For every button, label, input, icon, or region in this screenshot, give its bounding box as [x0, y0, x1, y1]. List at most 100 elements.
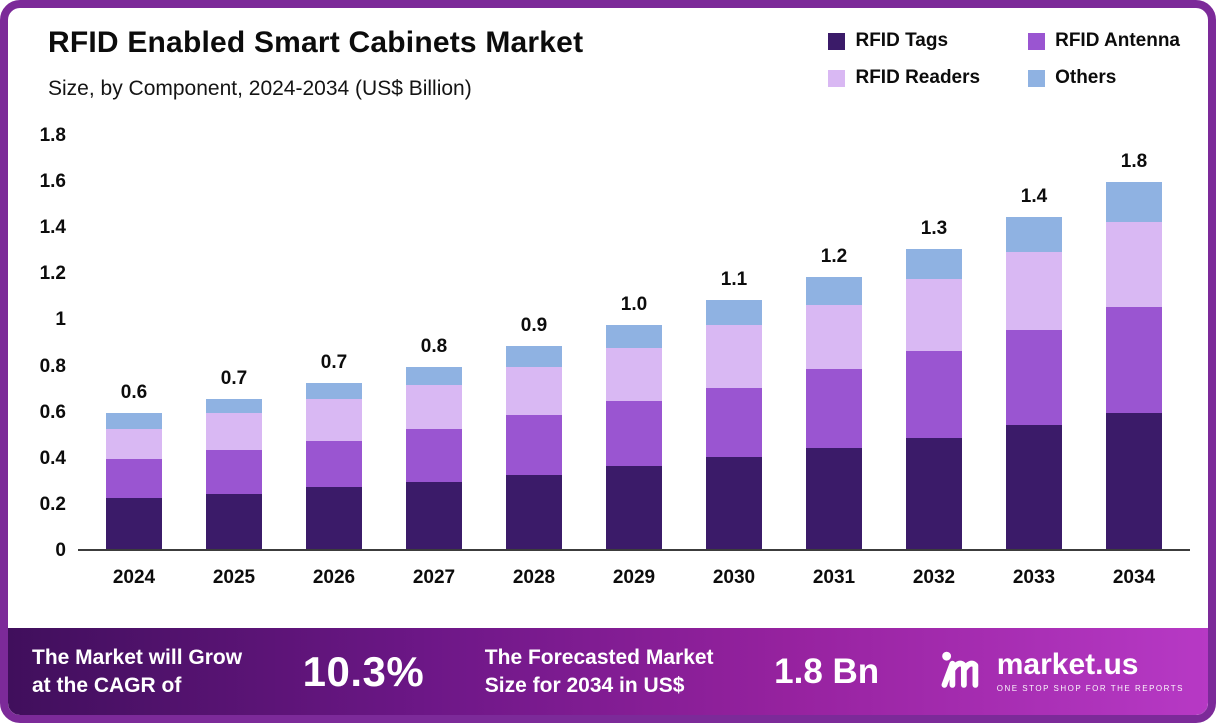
bar-column-2033: 1.4 — [984, 186, 1084, 549]
bar-column-2026: 0.7 — [284, 352, 384, 549]
legend-item-rfid-antenna: RFID Antenna — [1028, 30, 1180, 52]
legend-item-others: Others — [1028, 67, 1180, 89]
segment-others — [806, 276, 862, 305]
segment-rfid-readers — [806, 304, 862, 370]
x-axis-labels: 2024 2025 2026 2027 2028 2029 2030 2031 2032 2033… — [78, 567, 1190, 589]
segment-rfid-readers — [1006, 251, 1062, 330]
legend-swatch — [1028, 69, 1046, 87]
x-label-2027: 2027 — [412, 567, 456, 588]
legend: RFID Tags RFID Antenna RFID Readers Others — [828, 30, 1180, 89]
bar-column-2031: 1.2 — [784, 246, 884, 549]
bar-total-label: 1.2 — [820, 245, 848, 267]
segment-others — [406, 366, 462, 386]
page-subtitle: Size, by Component, 2024-2034 (US$ Billi… — [48, 77, 472, 100]
bar-stack — [1106, 182, 1162, 549]
bar-total-label: 0.9 — [520, 315, 548, 337]
bar-stack — [806, 276, 862, 549]
segment-rfid-antenna — [106, 459, 162, 499]
stacked-bar-chart: 1.8 1.6 1.4 1.2 1 0.8 0.6 0.4 0.2 0 0.6 0.7 0.7 0.8 0… — [22, 125, 1190, 589]
market-us-logo-icon — [940, 649, 986, 694]
x-label-2033: 2033 — [1012, 567, 1056, 588]
legend-swatch — [828, 69, 846, 87]
x-label-2032: 2032 — [912, 567, 956, 588]
brand-logo: market.us ONE STOP SHOP FOR THE REPORTS — [940, 649, 1184, 694]
x-label-2031: 2031 — [812, 567, 856, 588]
bar-total-label: 0.7 — [320, 352, 348, 374]
segment-rfid-tags — [1006, 424, 1062, 549]
x-label-2030: 2030 — [712, 567, 756, 588]
segment-rfid-antenna — [506, 415, 562, 476]
bar-column-2024: 0.6 — [84, 382, 184, 549]
x-label-2024: 2024 — [112, 567, 156, 588]
segment-rfid-antenna — [1006, 330, 1062, 425]
y-axis: 1.8 1.6 1.4 1.2 1 0.8 0.6 0.4 0.2 0 — [39, 125, 66, 561]
bar-total-label: 0.7 — [220, 368, 248, 390]
segment-rfid-antenna — [606, 401, 662, 466]
legend-swatch — [828, 32, 846, 50]
segment-rfid-readers — [706, 325, 762, 388]
segment-rfid-antenna — [906, 350, 962, 439]
segment-rfid-antenna — [806, 369, 862, 448]
segment-rfid-antenna — [306, 440, 362, 487]
segment-rfid-tags — [806, 447, 862, 549]
brand-text: market.us ONE STOP SHOP FOR THE REPORTS — [996, 648, 1184, 694]
bar-total-label: 1.3 — [920, 218, 948, 240]
bar-column-2030: 1.1 — [684, 269, 784, 549]
segment-rfid-readers — [306, 399, 362, 441]
segment-rfid-readers — [506, 366, 562, 416]
x-label-2028: 2028 — [512, 567, 556, 588]
segment-rfid-readers — [106, 429, 162, 460]
cagr-label: The Market will Grow at the CAGR of — [32, 646, 243, 697]
bar-stack — [506, 346, 562, 549]
segment-rfid-tags — [706, 456, 762, 549]
segment-rfid-readers — [206, 413, 262, 450]
segment-rfid-tags — [906, 438, 962, 549]
bar-stack — [1006, 217, 1062, 549]
segment-others — [206, 399, 262, 414]
segment-rfid-readers — [406, 385, 462, 430]
x-label-2034: 2034 — [1112, 567, 1156, 588]
bar-stack — [706, 299, 762, 549]
legend-item-rfid-tags: RFID Tags — [828, 30, 980, 52]
legend-label: RFID Tags — [855, 30, 949, 51]
bar-total-label: 1.0 — [620, 294, 648, 316]
forecast-label: The Forecasted Market Size for 2034 in U… — [484, 646, 714, 697]
bar-column-2029: 1.0 — [584, 294, 684, 549]
x-label-2026: 2026 — [312, 567, 356, 588]
bar-column-2027: 0.8 — [384, 336, 484, 549]
forecast-value: 1.8 Bn — [774, 651, 880, 691]
bar-column-2032: 1.3 — [884, 218, 984, 549]
legend-swatch — [1028, 32, 1046, 50]
x-label-2029: 2029 — [612, 567, 656, 588]
bar-stack — [906, 249, 962, 549]
legend-label: Others — [1055, 67, 1117, 88]
brand-tagline: ONE STOP SHOP FOR THE REPORTS — [996, 684, 1184, 693]
legend-item-rfid-readers: RFID Readers — [828, 67, 980, 89]
segment-others — [306, 383, 362, 400]
segment-rfid-tags — [206, 493, 262, 549]
bar-stack — [206, 399, 262, 549]
cagr-value: 10.3% — [302, 647, 425, 695]
segment-rfid-antenna — [706, 387, 762, 457]
bar-stack — [106, 413, 162, 549]
brand-name: market.us — [996, 648, 1139, 681]
segment-rfid-antenna — [406, 429, 462, 483]
segment-rfid-tags — [506, 475, 562, 549]
page-title: RFID Enabled Smart Cabinets Market — [48, 26, 584, 59]
plot-area: 0.6 0.7 0.7 0.8 0.9 1.0 1.1 1.2 1.3 1.4 1.8 — [78, 136, 1190, 551]
bar-stack — [406, 366, 462, 549]
plot-and-x: 0.6 0.7 0.7 0.8 0.9 1.0 1.1 1.2 1.3 1.4 1.8 2024 20… — [78, 136, 1190, 589]
x-label-2025: 2025 — [212, 567, 256, 588]
bar-total-label: 0.6 — [120, 382, 148, 404]
bar-column-2028: 0.9 — [484, 315, 584, 549]
segment-others — [606, 325, 662, 349]
segment-rfid-tags — [606, 466, 662, 549]
segment-others — [106, 413, 162, 430]
bar-stack — [306, 383, 362, 549]
bar-total-label: 1.8 — [1120, 151, 1148, 173]
bar-total-label: 1.4 — [1020, 186, 1048, 208]
footer-banner: The Market will Grow at the CAGR of 10.3… — [8, 628, 1208, 715]
segment-rfid-tags — [106, 498, 162, 549]
segment-others — [506, 346, 562, 367]
